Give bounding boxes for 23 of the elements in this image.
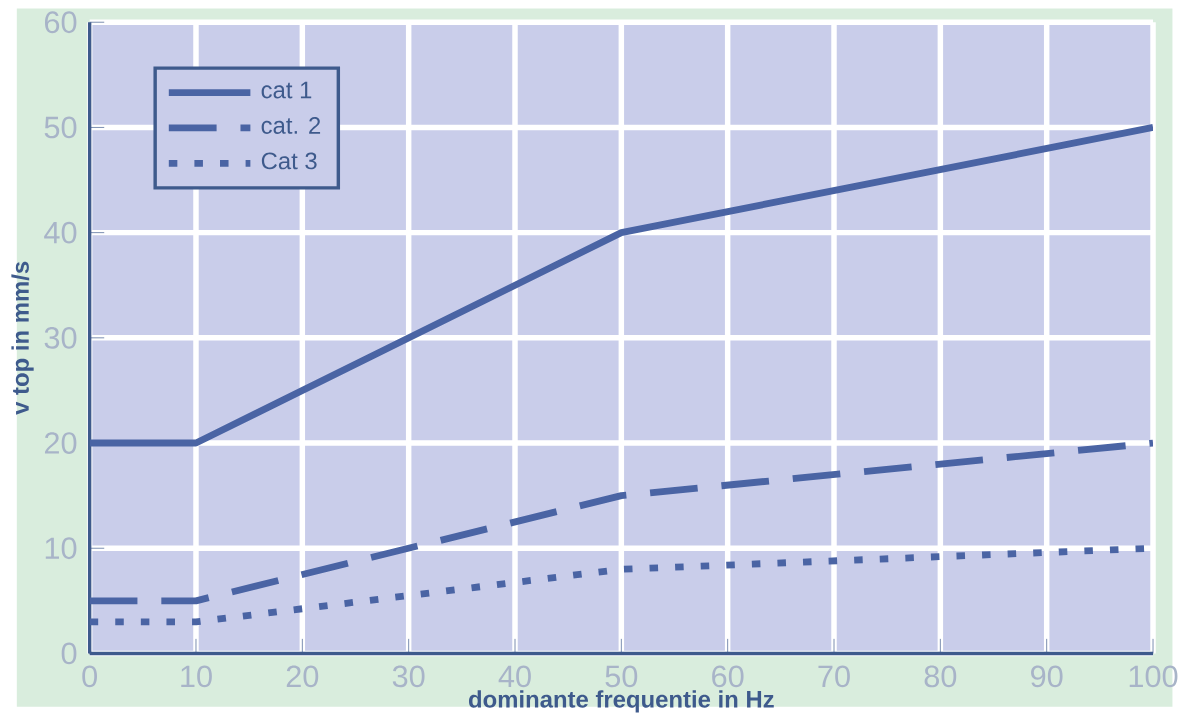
x-tick-label: 70 — [818, 665, 850, 688]
y-axis-title: v top in mm/s — [11, 261, 34, 415]
y-tick-label: 40 — [44, 221, 77, 244]
y-tick-label: 30 — [44, 327, 77, 349]
x-tick-label: 100 — [1129, 665, 1178, 688]
y-tick-label: 0 — [61, 642, 77, 665]
x-tick-label: 50 — [605, 665, 638, 688]
x-tick-label: 90 — [1031, 665, 1063, 688]
legend-label: cat 1 — [261, 81, 312, 99]
x-tick-label: 40 — [498, 665, 531, 688]
x-tick-label: 10 — [181, 665, 212, 688]
y-tick-label: 10 — [45, 537, 77, 560]
x-axis-title: dominante frequentie in Hz — [468, 690, 774, 713]
x-tick-label: 0 — [82, 665, 98, 688]
y-tick-label: 60 — [44, 11, 77, 34]
y-tick-label: 50 — [44, 116, 77, 139]
x-tick-label: 30 — [392, 665, 425, 688]
x-tick-label: 60 — [712, 665, 744, 688]
x-tick-label: 20 — [286, 665, 319, 688]
legend-label: Cat 3 — [261, 152, 317, 170]
y-tick-label: 20 — [44, 432, 77, 455]
legend-label: cat. 2 — [261, 117, 321, 134]
x-tick-label: 80 — [924, 665, 957, 688]
